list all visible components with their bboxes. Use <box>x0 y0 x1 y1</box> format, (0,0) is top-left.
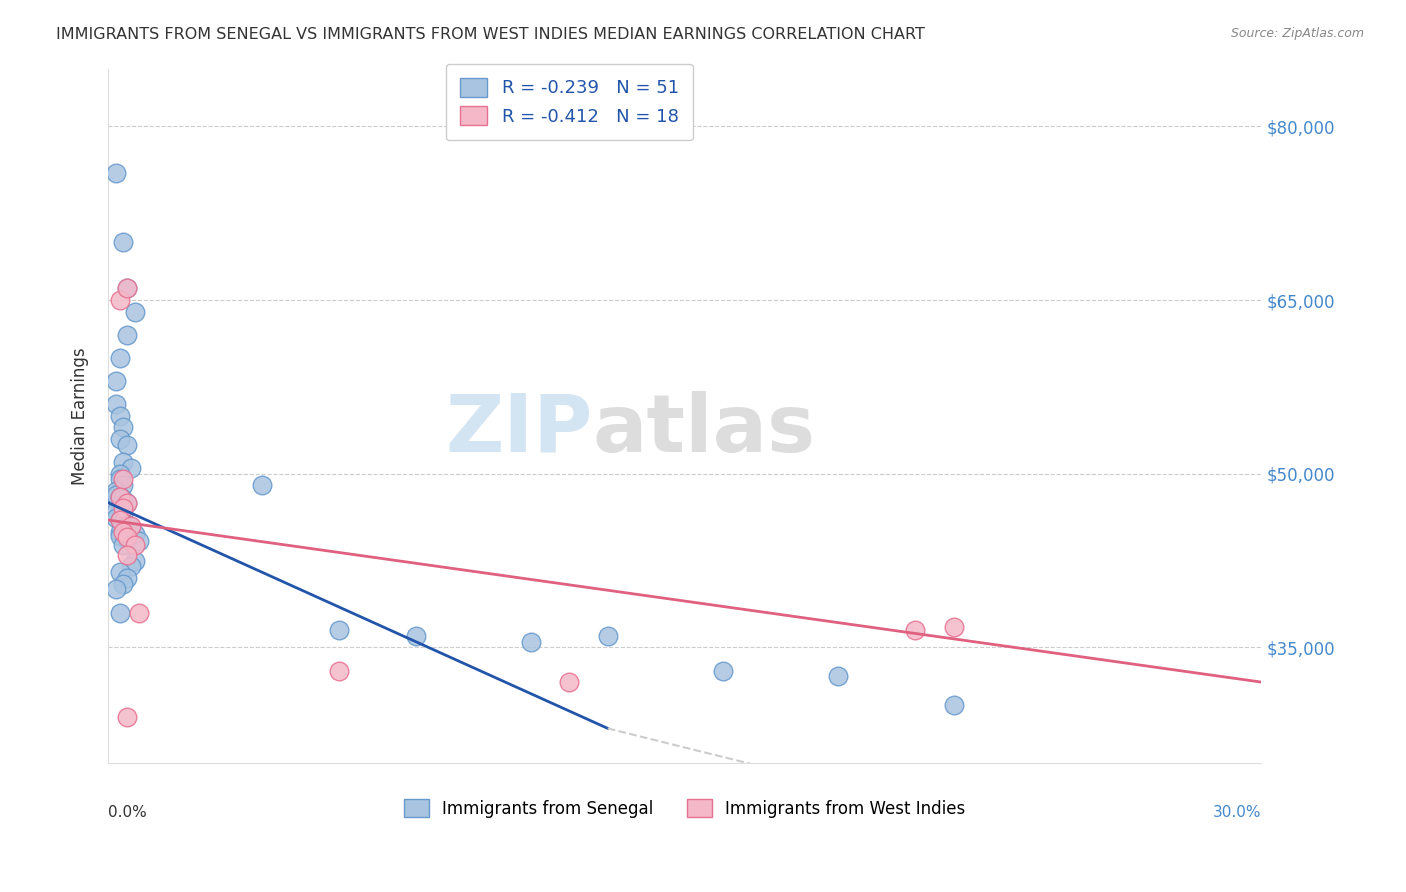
Immigrants from Senegal <box>108 606 131 620</box>
Immigrants from Senegal <box>104 504 127 518</box>
Immigrants from Senegal <box>104 374 127 388</box>
Immigrants from West Indies <box>128 606 150 620</box>
Immigrants from Senegal <box>108 473 131 487</box>
Immigrants from Senegal <box>115 517 138 532</box>
Immigrants from West Indies <box>115 281 138 295</box>
Immigrants from Senegal <box>120 520 142 534</box>
Immigrants from Senegal <box>124 527 146 541</box>
Immigrants from West Indies <box>115 496 138 510</box>
Immigrants from Senegal <box>108 351 131 365</box>
Text: 0.0%: 0.0% <box>108 805 146 820</box>
Immigrants from Senegal <box>112 235 135 249</box>
Immigrants from Senegal <box>115 532 138 546</box>
Immigrants from Senegal <box>112 507 135 521</box>
Immigrants from Senegal <box>405 629 427 643</box>
Immigrants from West Indies <box>108 490 131 504</box>
Text: 30.0%: 30.0% <box>1213 805 1261 820</box>
Immigrants from Senegal <box>112 539 135 553</box>
Immigrants from Senegal <box>520 634 543 648</box>
Immigrants from Senegal <box>596 629 619 643</box>
Immigrants from Senegal <box>108 409 131 423</box>
Immigrants from Senegal <box>108 432 131 446</box>
Immigrants from Senegal <box>112 455 135 469</box>
Immigrants from Senegal <box>115 281 138 295</box>
Immigrants from Senegal <box>104 484 127 499</box>
Immigrants from West Indies <box>112 501 135 516</box>
Immigrants from West Indies <box>112 473 135 487</box>
Immigrants from Senegal <box>942 698 965 713</box>
Legend: Immigrants from Senegal, Immigrants from West Indies: Immigrants from Senegal, Immigrants from… <box>398 793 972 824</box>
Immigrants from Senegal <box>115 496 138 510</box>
Immigrants from Senegal <box>112 516 135 530</box>
Immigrants from Senegal <box>104 510 127 524</box>
Immigrants from Senegal <box>108 501 131 516</box>
Immigrants from Senegal <box>827 669 849 683</box>
Immigrants from Senegal <box>112 492 135 507</box>
Immigrants from West Indies <box>942 619 965 633</box>
Immigrants from Senegal <box>104 487 127 501</box>
Immigrants from Senegal <box>115 438 138 452</box>
Immigrants from West Indies <box>115 548 138 562</box>
Text: ZIP: ZIP <box>446 391 592 468</box>
Immigrants from Senegal <box>128 533 150 548</box>
Immigrants from West Indies <box>115 710 138 724</box>
Immigrants from Senegal <box>108 490 131 504</box>
Text: IMMIGRANTS FROM SENEGAL VS IMMIGRANTS FROM WEST INDIES MEDIAN EARNINGS CORRELATI: IMMIGRANTS FROM SENEGAL VS IMMIGRANTS FR… <box>56 27 925 42</box>
Immigrants from West Indies <box>904 623 927 637</box>
Immigrants from Senegal <box>115 571 138 585</box>
Immigrants from West Indies <box>124 539 146 553</box>
Text: Source: ZipAtlas.com: Source: ZipAtlas.com <box>1230 27 1364 40</box>
Immigrants from Senegal <box>112 420 135 434</box>
Immigrants from Senegal <box>108 513 131 527</box>
Immigrants from Senegal <box>711 664 734 678</box>
Immigrants from West Indies <box>115 530 138 544</box>
Immigrants from Senegal <box>104 397 127 411</box>
Immigrants from Senegal <box>104 166 127 180</box>
Immigrants from Senegal <box>120 559 142 574</box>
Immigrants from West Indies <box>558 675 581 690</box>
Immigrants from Senegal <box>112 478 135 492</box>
Immigrants from Senegal <box>120 461 142 475</box>
Immigrants from Senegal <box>108 565 131 579</box>
Y-axis label: Median Earnings: Median Earnings <box>72 347 89 484</box>
Immigrants from Senegal <box>108 524 131 539</box>
Immigrants from Senegal <box>112 576 135 591</box>
Immigrants from Senegal <box>108 529 131 543</box>
Immigrants from Senegal <box>108 467 131 481</box>
Immigrants from Senegal <box>124 553 146 567</box>
Text: atlas: atlas <box>592 391 815 468</box>
Immigrants from Senegal <box>115 327 138 342</box>
Immigrants from West Indies <box>108 293 131 307</box>
Immigrants from West Indies <box>112 524 135 539</box>
Immigrants from West Indies <box>120 518 142 533</box>
Immigrants from Senegal <box>328 623 350 637</box>
Immigrants from Senegal <box>250 478 273 492</box>
Immigrants from West Indies <box>108 513 131 527</box>
Immigrants from Senegal <box>104 582 127 597</box>
Immigrants from Senegal <box>124 304 146 318</box>
Immigrants from West Indies <box>328 664 350 678</box>
